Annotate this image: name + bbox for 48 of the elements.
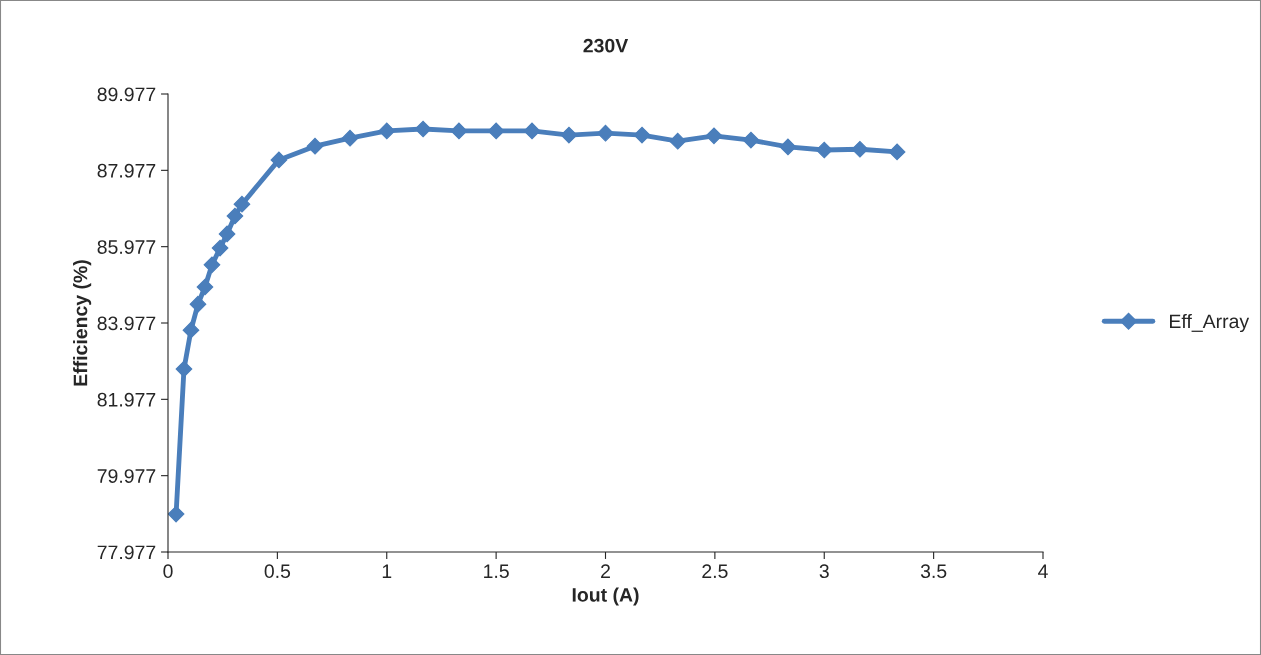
y-tick-label: 77.977 [97, 545, 156, 560]
point [705, 127, 723, 145]
point [450, 122, 468, 140]
point [597, 124, 614, 142]
chart-title: 230V [583, 38, 629, 53]
x-tick-label: 0.5 [264, 564, 291, 579]
point [175, 360, 193, 378]
point [633, 126, 651, 144]
x-tick-label: 1 [382, 564, 392, 578]
y-tick-label: 89.977 [97, 87, 156, 102]
point [523, 122, 541, 140]
point [378, 122, 396, 140]
x-tick-label: 3.5 [920, 564, 947, 579]
x-tick-label: 2 [601, 564, 610, 578]
legend-label: Eff_Array [1170, 313, 1250, 333]
point [182, 321, 200, 339]
point [779, 138, 797, 156]
point [487, 122, 505, 140]
point [815, 141, 833, 159]
y-tick-label: 83.977 [97, 316, 156, 331]
point [189, 295, 207, 313]
y-tick-label: 81.977 [97, 392, 156, 407]
y-tick-label: 87.977 [97, 163, 156, 178]
point [270, 151, 288, 169]
x-tick-label: 3 [819, 564, 829, 579]
point [851, 140, 869, 158]
point [306, 137, 324, 155]
x-tick-label: 4 [1038, 564, 1048, 578]
point [233, 195, 251, 213]
y-axis-title: Efficiency (%) [73, 260, 92, 386]
point [168, 505, 185, 523]
point [888, 143, 906, 161]
point [218, 225, 236, 243]
x-tick-label: 1.5 [484, 564, 509, 579]
x-tick-label: 0 [163, 564, 173, 579]
point [211, 239, 229, 257]
y-tick-label: 85.977 [97, 240, 156, 254]
point [341, 129, 359, 147]
x-tick-label: 2.5 [702, 564, 728, 579]
point [742, 131, 760, 149]
point [560, 126, 578, 144]
y-tick-label: 79.977 [97, 469, 156, 483]
x-axis-title: Iout (A) [572, 587, 639, 606]
point [203, 256, 221, 274]
point [196, 278, 214, 296]
point [669, 132, 687, 150]
point [414, 120, 432, 138]
point [226, 207, 244, 225]
